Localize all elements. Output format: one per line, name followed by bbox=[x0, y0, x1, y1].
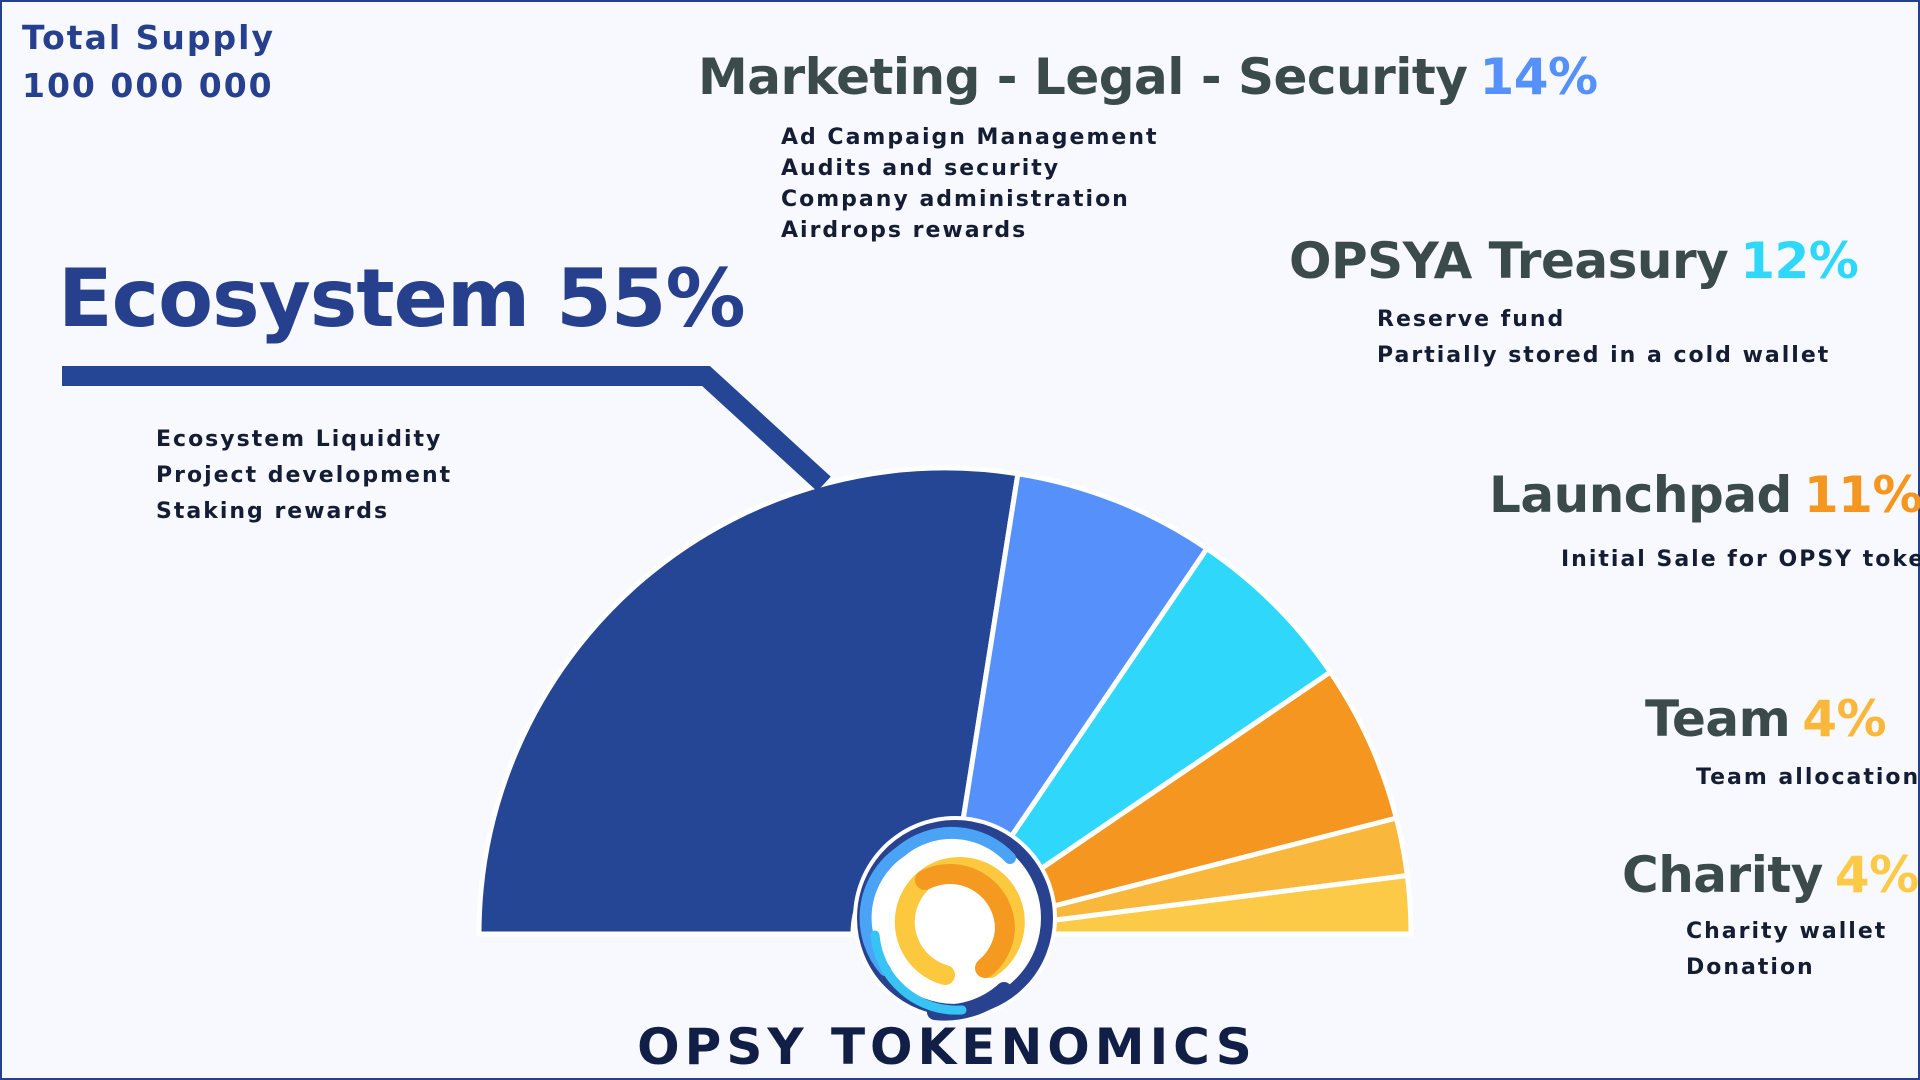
team-detail: Team allocation bbox=[1696, 765, 1920, 790]
charity-detail: Charity wallet bbox=[1686, 919, 1888, 944]
total-supply: Total Supply 100 000 000 bbox=[22, 14, 275, 110]
team-details: Team allocation bbox=[1696, 762, 1920, 794]
ecosystem-detail: Ecosystem Liquidity bbox=[156, 427, 443, 452]
launchpad-heading: Launchpad 11% bbox=[1489, 466, 1920, 524]
launchpad-name: Launchpad bbox=[1489, 466, 1792, 524]
ecosystem-name: Ecosystem bbox=[58, 252, 530, 345]
treasury-detail: Partially stored in a cold wallet bbox=[1377, 343, 1831, 368]
ecosystem-leader-line bbox=[62, 366, 831, 492]
marketing-detail: Airdrops rewards bbox=[781, 218, 1028, 243]
footer-title: OPSY TOKENOMICS bbox=[637, 1018, 1257, 1076]
launchpad-detail: Initial Sale for OPSY token bbox=[1561, 547, 1920, 572]
charity-detail: Donation bbox=[1686, 955, 1815, 980]
marketing-heading: Marketing - Legal - Security 14% bbox=[698, 48, 1598, 106]
ecosystem-detail: Project development bbox=[156, 463, 453, 488]
launchpad-pct: 11% bbox=[1803, 466, 1920, 524]
ecosystem-heading: Ecosystem 55% bbox=[58, 252, 746, 345]
launchpad-details: Initial Sale for OPSY token bbox=[1561, 544, 1920, 576]
marketing-detail: Company administration bbox=[781, 187, 1130, 212]
treasury-pct: 12% bbox=[1740, 232, 1859, 290]
charity-name: Charity bbox=[1622, 846, 1823, 904]
ecosystem-detail: Staking rewards bbox=[156, 499, 390, 524]
opsy-logo-icon bbox=[853, 816, 1057, 1021]
ecosystem-details: Ecosystem Liquidity Project development … bbox=[156, 422, 452, 530]
total-supply-value: 100 000 000 bbox=[22, 66, 274, 105]
treasury-detail: Reserve fund bbox=[1377, 307, 1566, 332]
charity-heading: Charity 4% bbox=[1622, 846, 1919, 904]
treasury-name: OPSYA Treasury bbox=[1289, 232, 1729, 290]
marketing-details: Ad Campaign Management Audits and securi… bbox=[781, 122, 1159, 246]
marketing-detail: Ad Campaign Management bbox=[781, 125, 1159, 150]
marketing-detail: Audits and security bbox=[781, 156, 1061, 181]
team-name: Team bbox=[1645, 690, 1791, 748]
charity-pct: 4% bbox=[1834, 846, 1919, 904]
total-supply-label: Total Supply bbox=[22, 18, 275, 57]
marketing-pct: 14% bbox=[1479, 48, 1598, 106]
team-heading: Team 4% bbox=[1645, 690, 1887, 748]
treasury-details: Reserve fund Partially stored in a cold … bbox=[1377, 302, 1830, 374]
team-pct: 4% bbox=[1802, 690, 1887, 748]
treasury-heading: OPSYA Treasury 12% bbox=[1289, 232, 1859, 290]
ecosystem-pct: 55% bbox=[556, 252, 745, 345]
marketing-name: Marketing - Legal - Security bbox=[698, 48, 1468, 106]
charity-details: Charity wallet Donation bbox=[1686, 914, 1887, 986]
